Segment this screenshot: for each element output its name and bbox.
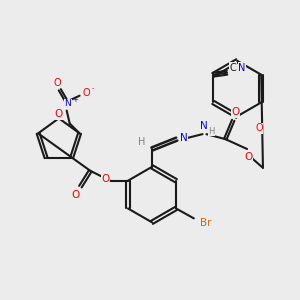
Text: O: O xyxy=(244,152,252,162)
Text: -: - xyxy=(91,85,94,91)
Text: O: O xyxy=(255,123,263,133)
Text: Br: Br xyxy=(200,218,212,228)
Text: N: N xyxy=(64,99,71,108)
Text: H: H xyxy=(138,137,146,147)
Text: O: O xyxy=(101,174,109,184)
Text: C: C xyxy=(230,63,236,73)
Text: O: O xyxy=(83,88,90,98)
Text: +: + xyxy=(73,97,79,103)
Text: O: O xyxy=(231,107,239,117)
Text: O: O xyxy=(54,78,62,88)
Text: O: O xyxy=(55,109,63,119)
Text: N: N xyxy=(200,121,207,131)
Text: H: H xyxy=(208,127,214,136)
Text: N: N xyxy=(180,133,188,143)
Text: O: O xyxy=(71,190,80,200)
Text: N: N xyxy=(238,63,246,73)
